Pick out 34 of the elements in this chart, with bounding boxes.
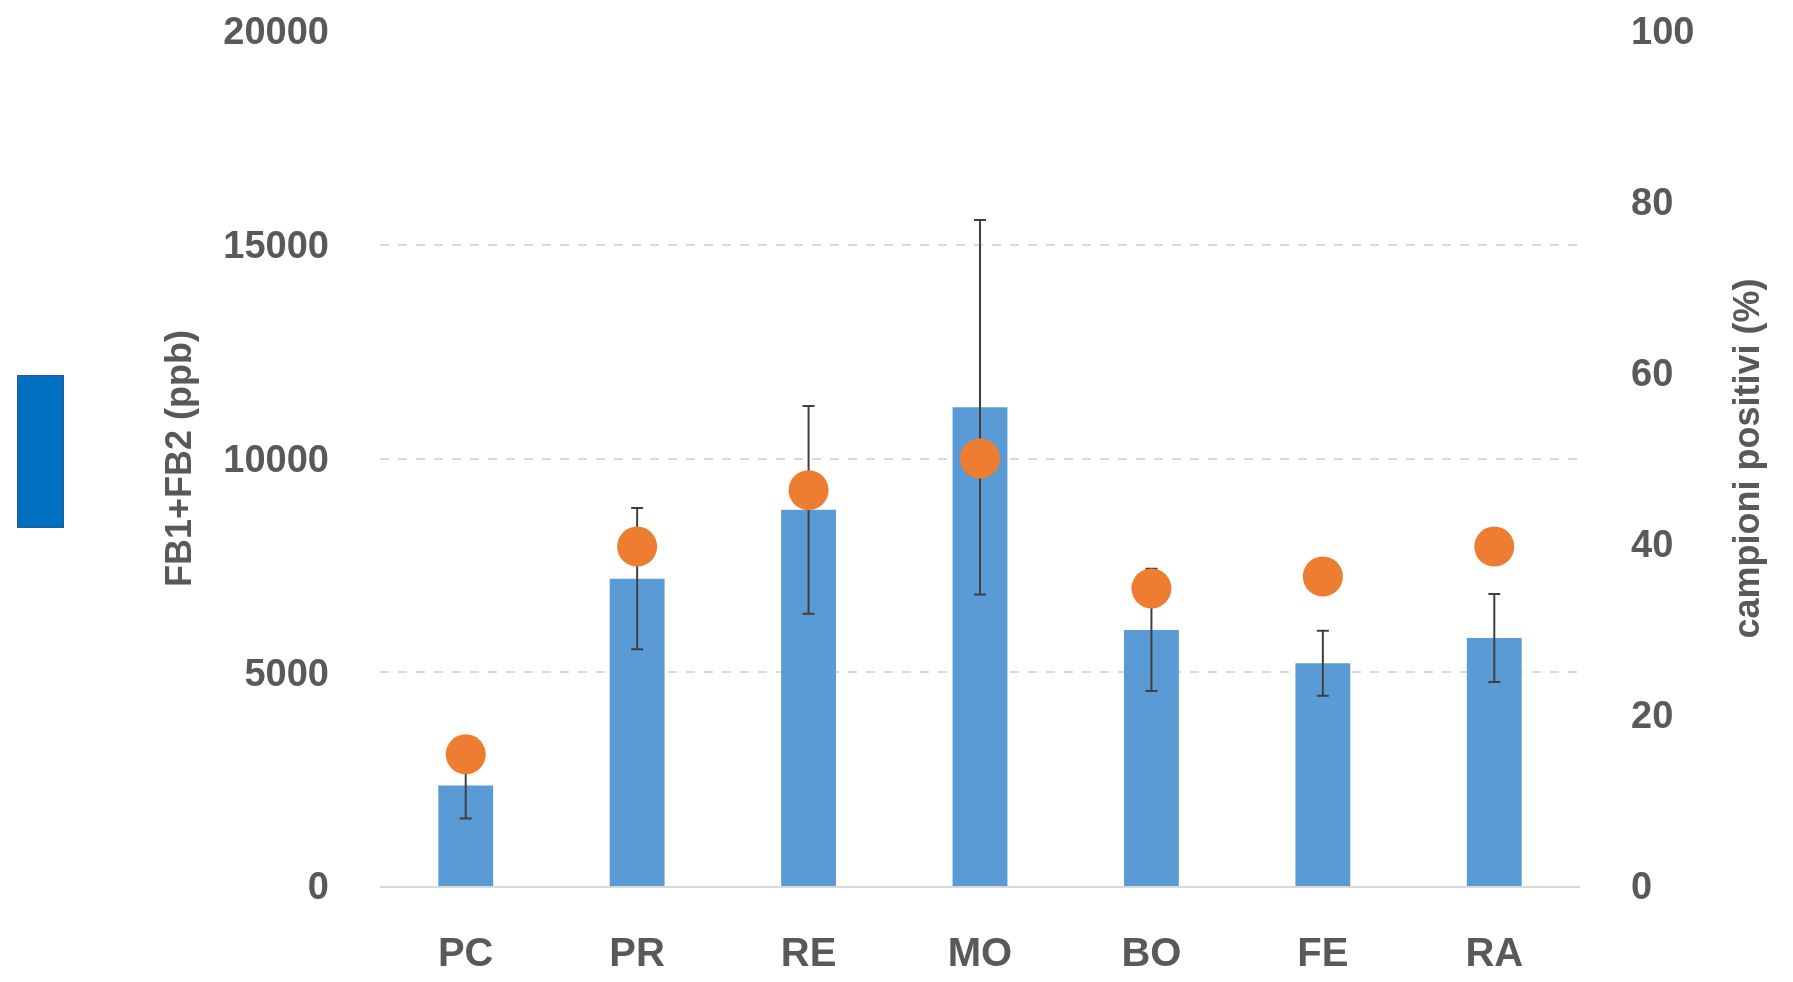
y2-tick-label: 0 [1631,865,1653,908]
point [617,526,658,567]
y2-tick-label: 100 [1631,10,1695,53]
bar [438,785,494,886]
point [788,470,829,511]
point [1302,556,1343,597]
y2-tick-label: 20 [1631,694,1674,737]
bar [1295,663,1351,886]
y2-tick-label: 80 [1631,181,1674,224]
y-tick-label: 5000 [244,651,329,694]
x-tick-label: RE [780,930,837,974]
point [1131,568,1172,609]
y-tick-label: 10000 [223,437,329,480]
x-tick-label: RA [1465,930,1524,974]
point [1474,526,1515,567]
y2-axis-title: campioni positivi (%) [1726,278,1768,639]
bar [609,578,665,886]
y-tick-label: 15000 [223,224,329,267]
bar [1466,638,1522,886]
bar [781,509,836,886]
x-tick-label: MO [947,930,1013,974]
point [445,734,486,775]
y-axis-title: FB1+FB2 (ppb) [158,330,200,587]
x-tick-label: PC [437,930,494,974]
y2-tick-label: 40 [1631,523,1674,566]
y-tick-label: 20000 [223,10,329,53]
x-tick-label: PR [609,930,666,974]
y-tick-label: 0 [307,865,329,908]
bar [952,407,1008,886]
x-tick-label: FE [1297,930,1349,974]
x-tick-label: BO [1121,930,1182,974]
point [960,438,1000,479]
y2-tick-label: 60 [1631,352,1674,395]
bar [1124,629,1179,886]
